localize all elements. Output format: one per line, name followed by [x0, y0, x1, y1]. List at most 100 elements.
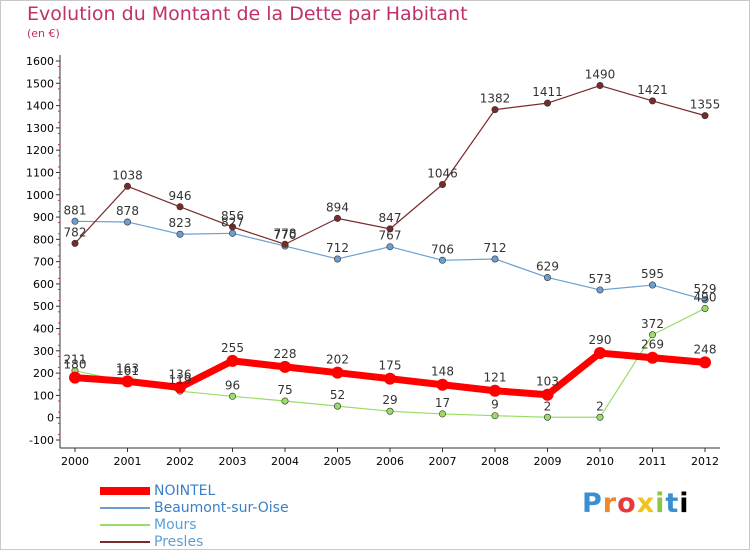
data-label-beaumont-sur-oise: 770	[274, 228, 297, 242]
data-point-nointel	[436, 378, 449, 391]
data-label-nointel: 103	[536, 375, 559, 389]
legend-label: Beaumont-sur-Oise	[154, 500, 289, 516]
data-point-presles	[281, 240, 289, 248]
data-point-mours	[386, 407, 394, 415]
data-label-beaumont-sur-oise: 878	[116, 204, 139, 218]
chart-title: Evolution du Montant de la Dette par Hab…	[27, 3, 468, 25]
data-point-beaumont-sur-oise	[648, 281, 656, 289]
data-label-beaumont-sur-oise: 529	[694, 282, 717, 296]
data-label-presles: 894	[326, 200, 349, 214]
data-label-mours: 2	[596, 399, 604, 413]
data-point-mours	[491, 412, 499, 420]
data-label-mours: 119	[169, 373, 192, 387]
chart-axes	[58, 55, 720, 449]
data-point-beaumont-sur-oise	[701, 296, 709, 304]
y-tick-label: 1200	[26, 144, 54, 157]
data-point-nointel	[331, 366, 344, 379]
y-tick-label: 1000	[26, 189, 54, 202]
data-point-beaumont-sur-oise	[386, 243, 394, 251]
data-label-mours: 9	[491, 398, 499, 412]
y-tick-label: 1100	[26, 166, 54, 179]
data-point-beaumont-sur-oise	[176, 230, 184, 238]
legend-label: Presles	[154, 534, 204, 550]
x-tick-label: 2007	[429, 455, 457, 468]
legend-swatch	[100, 487, 150, 495]
data-point-mours	[701, 304, 709, 312]
legend-swatch	[100, 524, 150, 526]
data-point-presles	[543, 99, 551, 107]
data-label-beaumont-sur-oise: 573	[589, 272, 612, 286]
data-point-nointel	[489, 384, 501, 397]
data-point-nointel	[699, 356, 711, 369]
data-point-presles	[648, 97, 656, 105]
data-label-beaumont-sur-oise: 767	[379, 229, 402, 243]
data-label-nointel: 248	[694, 342, 717, 356]
y-tick-label: -100	[29, 434, 54, 447]
data-point-presles	[491, 106, 499, 114]
data-label-beaumont-sur-oise: 827	[221, 215, 244, 229]
x-axis-ticks: 2000 2001 2002 2003 2004 2005 2006 2007 2008 2009…	[61, 448, 719, 468]
data-point-beaumont-sur-oise	[491, 255, 499, 263]
data-point-nointel	[279, 360, 291, 373]
y-tick-label: 1300	[26, 122, 54, 135]
chart-unit: (en €)	[27, 27, 60, 40]
data-point-beaumont-sur-oise	[124, 218, 132, 226]
data-label-nointel: 290	[589, 333, 612, 347]
x-tick-label: 2009	[534, 455, 562, 468]
data-point-beaumont-sur-oise	[71, 217, 79, 225]
data-label-mours: 372	[641, 317, 664, 331]
data-label-presles: 856	[221, 209, 244, 223]
data-label-nointel: 175	[379, 359, 402, 373]
legend-label: NOINTEL	[154, 483, 216, 499]
data-point-presles	[229, 223, 237, 231]
data-point-nointel	[384, 372, 396, 385]
data-point-mours	[229, 392, 237, 400]
x-tick-label: 2002	[166, 455, 194, 468]
data-label-beaumont-sur-oise: 595	[641, 267, 664, 281]
data-point-presles	[438, 181, 446, 189]
data-point-mours	[281, 397, 289, 405]
data-point-presles	[124, 182, 132, 190]
y-tick-label: 1600	[26, 55, 54, 68]
data-point-nointel	[541, 388, 554, 401]
y-tick-label: 200	[33, 367, 54, 380]
data-point-nointel	[121, 375, 134, 388]
data-label-mours: 2	[544, 399, 552, 413]
y-tick-label: 500	[33, 300, 54, 313]
data-point-presles	[701, 112, 709, 120]
data-point-mours	[333, 402, 341, 410]
data-label-mours: 29	[382, 393, 397, 407]
x-tick-label: 2001	[114, 455, 142, 468]
y-tick-label: 800	[33, 233, 54, 246]
data-label-nointel: 228	[274, 347, 297, 361]
data-label-nointel: 136	[169, 367, 192, 381]
data-label-presles: 1490	[585, 68, 616, 82]
data-point-presles	[176, 203, 184, 211]
data-label-nointel: 121	[484, 371, 507, 385]
y-axis-ticks: -100 0 100 200 300 400 500 600 700 800 900 1000 1100…	[26, 55, 60, 447]
data-label-mours: 17	[435, 396, 450, 410]
data-point-presles	[71, 239, 79, 247]
y-tick-label: 300	[33, 345, 54, 358]
y-tick-label: 1500	[26, 77, 54, 90]
data-point-presles	[596, 82, 604, 90]
data-point-nointel	[594, 347, 606, 360]
data-label-presles: 1421	[637, 83, 668, 97]
data-label-mours: 211	[64, 353, 87, 367]
y-tick-label: 1400	[26, 100, 54, 113]
data-point-beaumont-sur-oise	[596, 286, 604, 294]
data-point-beaumont-sur-oise	[438, 256, 446, 264]
data-point-presles	[386, 225, 394, 233]
data-label-presles: 1382	[480, 92, 511, 106]
data-label-beaumont-sur-oise: 712	[326, 241, 349, 255]
y-tick-label: 700	[33, 256, 54, 269]
y-tick-label: 0	[47, 412, 54, 425]
data-label-beaumont-sur-oise: 881	[64, 203, 87, 217]
data-label-mours: 75	[277, 383, 292, 397]
data-label-nointel: 163	[116, 361, 139, 375]
x-tick-label: 2006	[376, 455, 404, 468]
line-chart: -100 0 100 200 300 400 500 600 700 800 900 1000 1100…	[26, 55, 721, 468]
data-label-beaumont-sur-oise: 629	[536, 259, 559, 273]
data-point-mours	[543, 413, 551, 421]
